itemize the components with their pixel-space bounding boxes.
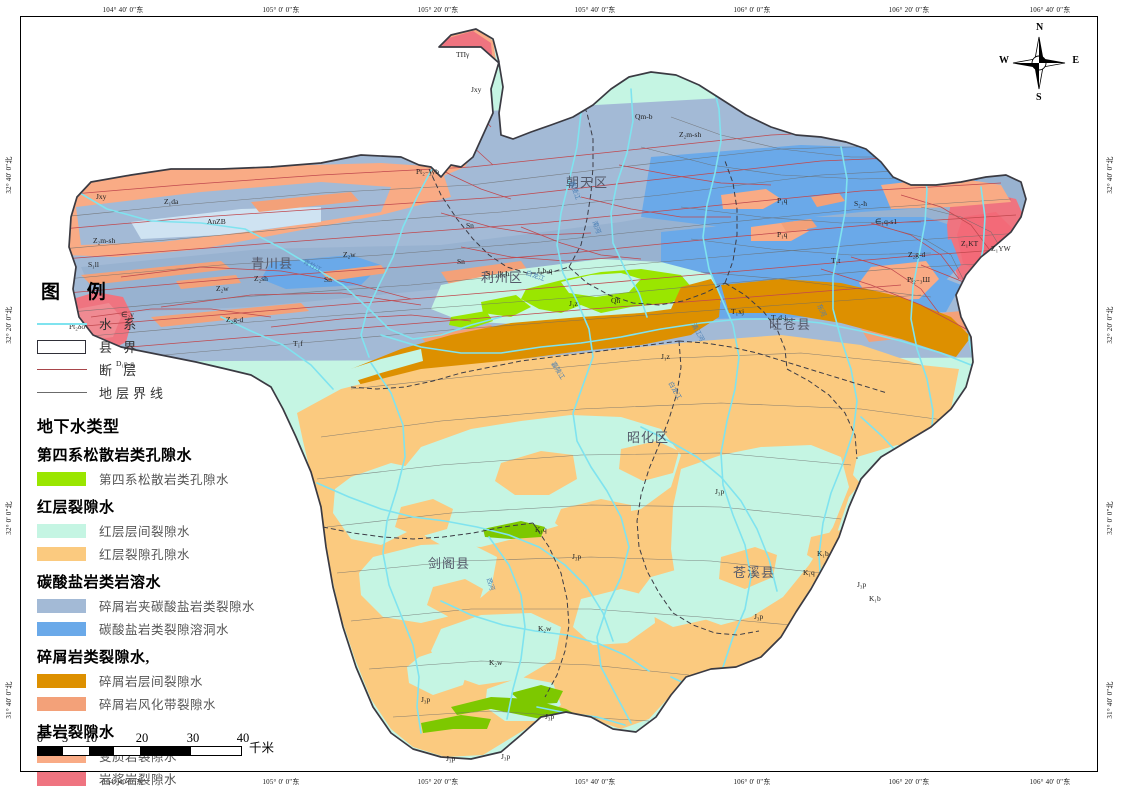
graticule-lat-label: 32° 0' 0"北 — [5, 501, 13, 535]
legend-group-heading: 第四系松散岩类孔隙水 — [37, 448, 193, 464]
stratigraphic-boundary-line-icon — [37, 386, 87, 400]
graticule-lat-label: 32° 20' 0"北 — [1106, 306, 1114, 344]
legend-swatch — [37, 546, 87, 561]
legend-label: 碳酸盐岩类裂隙溶洞水 — [99, 623, 230, 637]
scale-tick: 40 — [236, 731, 250, 745]
scale-bar: 0 5 10 20 30 40 千米 — [37, 731, 297, 756]
legend-label: 碎屑岩层间裂隙水 — [99, 675, 204, 689]
scale-tick: 10 — [84, 731, 98, 745]
legend-panel: 图 例 水 系 县 界 断 层 地层界线 地下水类型 第四系松散岩类孔隙水 — [37, 277, 267, 791]
legend-title: 图 例 — [41, 282, 117, 303]
legend-swatch — [37, 771, 87, 786]
legend-swatch — [37, 696, 87, 711]
legend-swatch — [37, 598, 87, 613]
legend-label: 地层界线 — [99, 386, 168, 401]
rivers — [69, 68, 986, 734]
compass-east-label: E — [1072, 55, 1079, 66]
city-outline — [68, 28, 1027, 760]
legend-swatch — [37, 523, 87, 538]
legend-label: 红层裂隙孔隙水 — [99, 548, 191, 562]
map-frame: 青川县 朝天区 利州区 旺苍县 昭化区 剑阁县 苍溪县 TПγ Jxy Pt₂₋… — [20, 16, 1098, 787]
legend-item: 碎屑岩层间裂隙水 — [37, 670, 267, 691]
legend-item: 碎屑岩风化带裂隙水 — [37, 693, 267, 714]
legend-item: 红层层间裂隙水 — [37, 520, 267, 541]
compass-icon — [1012, 36, 1066, 90]
graticule-lon-label: 105° 0' 0"东 — [262, 778, 300, 786]
scale-tick: 0 — [36, 731, 44, 745]
compass-rose: N S W E — [999, 22, 1079, 103]
graticule-lon-label: 106° 20' 0"东 — [888, 6, 930, 14]
legend-line-county-boundary: 县 界 — [37, 336, 267, 357]
county-boundaries — [322, 88, 888, 698]
legend-label: 断 层 — [99, 363, 141, 378]
county-boundary-box-icon — [37, 339, 87, 354]
graticule-lat-label: 32° 0' 0"北 — [1106, 501, 1114, 535]
legend-group-heading: 碳酸盐岩类岩溶水 — [37, 575, 162, 591]
legend-groundwater-type-title: 地下水类型 — [37, 419, 120, 436]
legend-item: 红层裂隙孔隙水 — [37, 543, 267, 564]
legend-swatch — [37, 673, 87, 688]
legend-line-water-system: 水 系 — [37, 313, 267, 334]
graticule-lon-label: 105° 40' 0"东 — [574, 6, 616, 14]
fault-line-icon — [37, 363, 87, 377]
graticule-lon-label: 105° 40' 0"东 — [574, 778, 616, 786]
legend-item: 第四系松散岩类孔隙水 — [37, 468, 267, 489]
legend-swatch — [37, 621, 87, 636]
graticule-lat-label: 32° 40' 0"北 — [5, 156, 13, 194]
legend-item: 岩浆岩裂隙水 — [37, 768, 267, 789]
scale-bar-ticks: 0 5 10 20 30 40 — [37, 731, 297, 746]
compass-west-label: W — [999, 55, 1009, 66]
legend-line-stratigraphic-boundary: 地层界线 — [37, 382, 267, 403]
legend-label: 碎屑岩夹碳酸盐岩类裂隙水 — [99, 600, 256, 614]
graticule-lon-label: 106° 40' 0"东 — [1029, 778, 1071, 786]
graticule-lon-label: 105° 0' 0"东 — [262, 6, 300, 14]
legend-group-heading: 红层裂隙水 — [37, 500, 115, 516]
legend-label: 岩浆岩裂隙水 — [99, 773, 178, 787]
graticule-lat-label: 32° 20' 0"北 — [5, 306, 13, 344]
graticule-lon-label: 106° 0' 0"东 — [733, 778, 771, 786]
graticule-lon-label: 104° 40' 0"东 — [102, 778, 144, 786]
legend-swatch — [37, 471, 87, 486]
graticule-lon-label: 106° 40' 0"东 — [1029, 6, 1071, 14]
graticule-lat-label: 32° 40' 0"北 — [1106, 156, 1114, 194]
graticule-lon-label: 106° 20' 0"东 — [888, 778, 930, 786]
legend-group-heading: 碎屑岩类裂隙水, — [37, 650, 150, 666]
legend-label: 水 系 — [99, 317, 141, 332]
legend-item: 碳酸盐岩类裂隙溶洞水 — [37, 618, 267, 639]
legend-item: 碎屑岩夹碳酸盐岩类裂隙水 — [37, 595, 267, 616]
scale-tick: 5 — [61, 731, 69, 745]
graticule-lat-label: 31° 40' 0"北 — [5, 681, 13, 719]
scale-bar-unit: 千米 — [249, 741, 275, 755]
scale-tick: 20 — [135, 731, 149, 745]
legend-group-heading: 基岩裂隙水 — [37, 725, 115, 741]
legend-label: 碎屑岩风化带裂隙水 — [99, 698, 217, 712]
legend-label: 红层层间裂隙水 — [99, 525, 191, 539]
graticule-lat-label: 31° 40' 0"北 — [1106, 681, 1114, 719]
graticule-lon-label: 104° 40' 0"东 — [102, 6, 144, 14]
compass-north-label: N — [1036, 22, 1044, 33]
scale-bar-graphic — [37, 746, 242, 756]
scale-tick: 30 — [186, 731, 200, 745]
graticule-lon-label: 106° 0' 0"东 — [733, 6, 771, 14]
legend-label: 第四系松散岩类孔隙水 — [99, 473, 230, 487]
geology-map-svg[interactable] — [21, 17, 1097, 771]
legend-line-fault: 断 层 — [37, 359, 267, 380]
graticule-lon-label: 105° 20' 0"东 — [417, 778, 459, 786]
graticule-lon-label: 105° 20' 0"东 — [417, 6, 459, 14]
water-system-line-icon — [37, 317, 87, 331]
compass-south-label: S — [1036, 92, 1042, 103]
legend-label: 县 界 — [99, 340, 141, 355]
